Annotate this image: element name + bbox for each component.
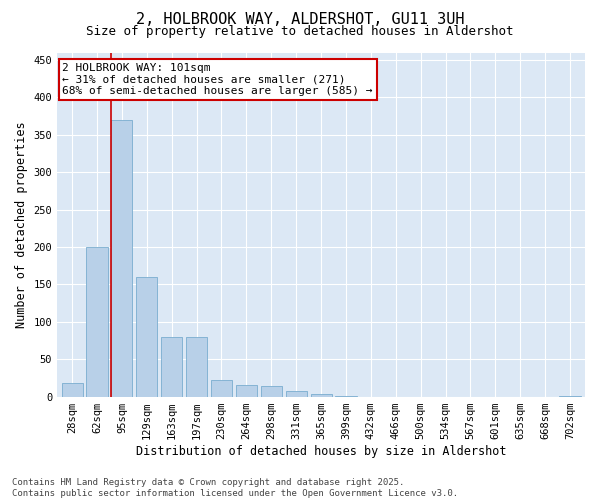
Bar — [186, 336, 207, 396]
X-axis label: Distribution of detached houses by size in Aldershot: Distribution of detached houses by size … — [136, 444, 506, 458]
Bar — [86, 247, 107, 396]
Bar — [136, 277, 157, 396]
Text: 2, HOLBROOK WAY, ALDERSHOT, GU11 3UH: 2, HOLBROOK WAY, ALDERSHOT, GU11 3UH — [136, 12, 464, 28]
Bar — [62, 383, 83, 396]
Text: Size of property relative to detached houses in Aldershot: Size of property relative to detached ho… — [86, 25, 514, 38]
Bar — [286, 392, 307, 396]
Bar — [236, 384, 257, 396]
Bar — [261, 386, 282, 396]
Bar — [311, 394, 332, 396]
Bar — [211, 380, 232, 396]
Bar — [112, 120, 133, 396]
Bar — [161, 336, 182, 396]
Text: 2 HOLBROOK WAY: 101sqm
← 31% of detached houses are smaller (271)
68% of semi-de: 2 HOLBROOK WAY: 101sqm ← 31% of detached… — [62, 63, 373, 96]
Y-axis label: Number of detached properties: Number of detached properties — [15, 121, 28, 328]
Text: Contains HM Land Registry data © Crown copyright and database right 2025.
Contai: Contains HM Land Registry data © Crown c… — [12, 478, 458, 498]
